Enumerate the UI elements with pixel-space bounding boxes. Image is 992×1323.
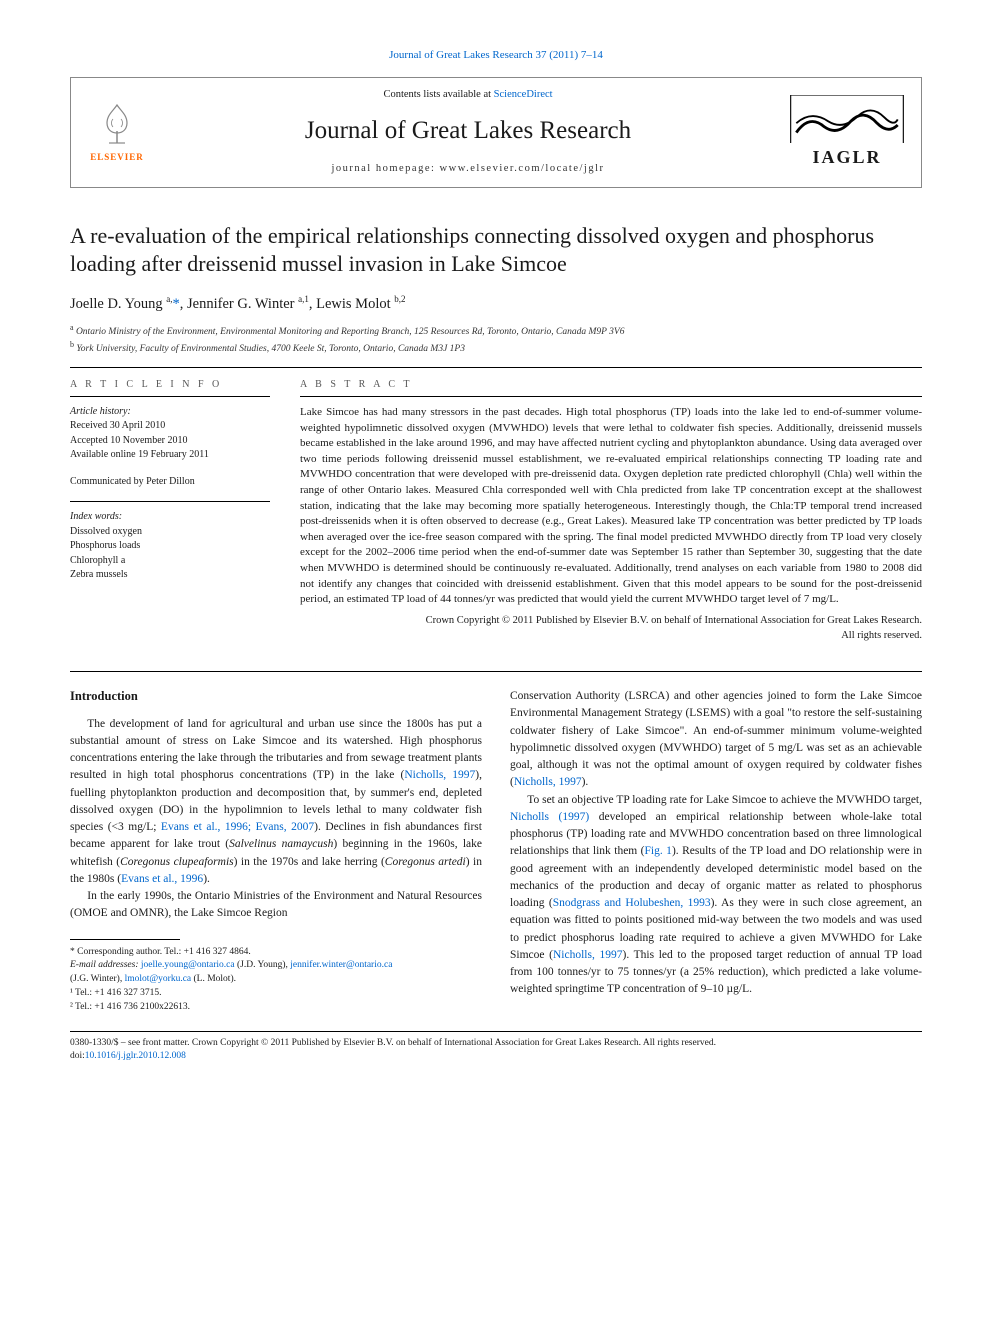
index-words: Index words: Dissolved oxygen Phosphorus… (70, 510, 270, 583)
front-matter-line: 0380-1330/$ – see front matter. Crown Co… (70, 1037, 922, 1050)
abstract-column: A B S T R A C T Lake Simcoe has had many… (300, 378, 922, 643)
article-info-column: A R T I C L E I N F O Article history: R… (70, 378, 270, 643)
divider (70, 396, 270, 397)
divider (70, 1031, 922, 1032)
communicated-by: Communicated by Peter Dillon (70, 475, 270, 490)
footnotes: * Corresponding author. Tel.: +1 416 327… (70, 946, 482, 1015)
article-title: A re-evaluation of the empirical relatio… (70, 222, 922, 279)
divider (70, 367, 922, 368)
abstract-text: Lake Simcoe has had many stressors in th… (300, 405, 922, 608)
email-link[interactable]: jennifer.winter@ontario.ca (290, 960, 392, 970)
abstract-heading: A B S T R A C T (300, 378, 922, 392)
email-link[interactable]: joelle.young@ontario.ca (141, 960, 235, 970)
article-history: Article history: Received 30 April 2010 … (70, 405, 270, 463)
journal-header: ELSEVIER Contents lists available at Sci… (70, 77, 922, 187)
footnote-divider (70, 939, 180, 940)
iaglr-logo: IAGLR (787, 95, 907, 171)
body-text: The development of land for agricultural… (70, 716, 482, 923)
authors: Joelle D. Young a,*, Jennifer G. Winter … (70, 293, 922, 314)
elsevier-tree-icon (93, 101, 141, 149)
doi-link[interactable]: 10.1016/j.jglr.2010.12.008 (85, 1051, 186, 1061)
divider (70, 501, 270, 502)
doi-line: doi:10.1016/j.jglr.2010.12.008 (70, 1050, 922, 1063)
elsevier-logo: ELSEVIER (85, 97, 149, 169)
elsevier-label: ELSEVIER (90, 151, 144, 164)
article-info-heading: A R T I C L E I N F O (70, 378, 270, 392)
body-text: Conservation Authority (LSRCA) and other… (510, 688, 922, 999)
iaglr-wave-icon (787, 95, 907, 144)
affiliations: a Ontario Ministry of the Environment, E… (70, 322, 922, 357)
abstract-copyright: Crown Copyright © 2011 Published by Else… (300, 614, 922, 643)
introduction-heading: Introduction (70, 688, 482, 706)
iaglr-label: IAGLR (812, 145, 881, 170)
right-column: Conservation Authority (LSRCA) and other… (510, 688, 922, 1014)
divider (300, 396, 922, 397)
email-link[interactable]: lmolot@yorku.ca (125, 974, 192, 984)
contents-line: Contents lists available at ScienceDirec… (165, 88, 771, 103)
journal-citation-link[interactable]: Journal of Great Lakes Research 37 (2011… (70, 48, 922, 63)
divider (70, 671, 922, 672)
journal-name: Journal of Great Lakes Research (165, 113, 771, 148)
sciencedirect-link[interactable]: ScienceDirect (494, 89, 553, 100)
left-column: Introduction The development of land for… (70, 688, 482, 1014)
journal-homepage: journal homepage: www.elsevier.com/locat… (165, 162, 771, 177)
